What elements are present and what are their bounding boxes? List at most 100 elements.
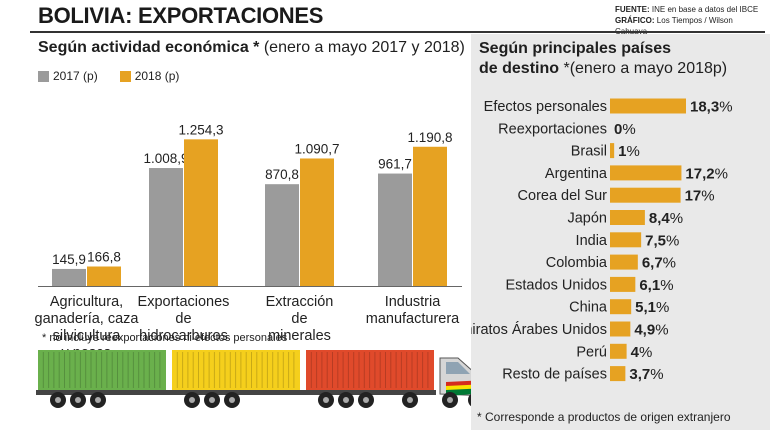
destination-footnote: * Corresponde a productos de origen extr…	[477, 410, 731, 424]
country-bar-9	[610, 299, 632, 315]
container-1	[172, 350, 300, 390]
legend-item-2018: 2018 (p)	[119, 69, 180, 83]
data-label-2018-2: 1.090,7	[294, 141, 339, 156]
country-label-6: India	[576, 233, 608, 249]
country-bar-3	[610, 165, 682, 181]
container-body-1	[172, 350, 300, 390]
activity-bar-chart: 145,9 166,8 Agricultura,ganadería, cazasil…	[35, 122, 462, 361]
activity-subtitle: Según actividad económica * (enero a may…	[38, 39, 465, 57]
country-label-1: Reexportaciones	[498, 121, 607, 137]
wheel-hub-7	[343, 397, 349, 403]
destination-subtitle-rest2: *(enero a mayo 2018p)	[559, 60, 728, 77]
country-value-7: 6,7%	[642, 255, 676, 272]
country-value-0: 18,3%	[690, 99, 733, 116]
category-label-0-0: Agricultura,	[50, 294, 123, 310]
wheel-hub-0	[55, 397, 61, 403]
data-label-2017-2: 870,8	[265, 167, 299, 182]
country-bar-10	[610, 321, 631, 337]
container-0	[38, 350, 166, 390]
destination-subtitle: Según principales países de destino *(en…	[479, 39, 769, 79]
wheel-hub-10	[447, 397, 453, 403]
country-value-5: 8,4%	[649, 210, 683, 227]
legend-item-2017: 2017 (p)	[38, 69, 98, 83]
country-value-10: 4,9%	[634, 322, 668, 339]
trailer-chassis	[36, 390, 436, 395]
country-value-11: 4%	[631, 344, 653, 361]
country-value-3: 17,2%	[685, 165, 728, 182]
activity-subtitle-rest: (enero a mayo 2017 y 2018)	[259, 39, 465, 56]
data-label-2017-3: 961,7	[378, 157, 412, 172]
source-label: FUENTE:	[615, 5, 650, 14]
legend-label-2018: 2018 (p)	[134, 69, 180, 83]
country-bar-5	[610, 210, 645, 225]
country-bar-4	[610, 187, 681, 203]
wheel-hub-6	[323, 397, 329, 403]
country-bar-11	[610, 343, 627, 359]
data-label-2018-1: 1.254,3	[178, 122, 223, 137]
country-bar-8	[610, 276, 636, 292]
graphic-label: GRÁFICO:	[615, 16, 655, 25]
bar-2018-2	[300, 158, 334, 286]
country-label-11: Perú	[576, 344, 607, 360]
data-label-2018-3: 1.190,8	[407, 130, 452, 145]
bar-2017-2	[265, 184, 299, 286]
category-label-0-2: silvicultura	[53, 328, 122, 344]
wheel-hub-1	[75, 397, 81, 403]
wheel-hub-8	[363, 397, 369, 403]
data-label-2018-0: 166,8	[87, 249, 121, 264]
destination-panel: Según principales países de destino *(en…	[471, 34, 770, 430]
bar-2017-1	[149, 168, 183, 286]
chart-legend: 2017 (p) 2018 (p)	[38, 69, 179, 83]
category-label-1-1: de	[175, 311, 191, 327]
bar-2018-1	[184, 139, 218, 286]
data-label-2017-1: 1.008,9	[143, 151, 188, 166]
container-2	[306, 350, 434, 390]
country-value-8: 6,1%	[639, 277, 673, 294]
country-label-10: Emiratos Árabes Unidos	[471, 321, 607, 338]
country-label-9: China	[569, 300, 608, 316]
wheel-hub-5	[229, 397, 235, 403]
country-value-6: 7,5%	[645, 232, 679, 249]
wheel-hub-2	[95, 397, 101, 403]
country-label-3: Argentina	[545, 166, 608, 182]
country-value-9: 5,1%	[635, 299, 669, 316]
container-body-2	[306, 350, 434, 390]
country-label-7: Colombia	[546, 255, 608, 271]
country-label-8: Estados Unidos	[505, 277, 607, 293]
country-bar-6	[610, 232, 642, 248]
bar-2017-0	[52, 268, 86, 286]
wheel-hub-4	[209, 397, 215, 403]
activity-subtitle-bold: Según actividad económica *	[38, 39, 260, 56]
activity-footnote: * no incluye reexportaciones ni efectos …	[42, 332, 288, 344]
country-value-1: 0%	[614, 121, 636, 138]
country-value-2: 1%	[618, 143, 640, 160]
country-label-5: Japón	[567, 211, 607, 227]
country-value-12: 3,7%	[629, 366, 663, 383]
country-bar-7	[610, 254, 638, 270]
legend-label-2017: 2017 (p)	[53, 69, 98, 83]
category-label-0-1: ganadería, caza	[35, 311, 140, 327]
destination-bar-chart: Efectos personales 18,3% Reexportaciones 0%…	[471, 98, 733, 383]
country-label-12: Resto de países	[502, 367, 607, 383]
bar-2017-3	[378, 173, 412, 286]
category-label-2-0: Extracción	[266, 294, 334, 310]
category-label-3-1: manufacturera	[366, 311, 460, 327]
bar-2018-3	[413, 146, 447, 286]
category-label-1-0: Exportaciones	[138, 294, 230, 310]
country-bar-0	[610, 98, 686, 114]
activity-panel: Según actividad económica * (enero a may…	[30, 34, 489, 430]
legend-swatch-2017	[38, 70, 49, 82]
category-label-2-2: minerales	[268, 328, 331, 344]
page-title: BOLIVIA: EXPORTACIONES	[38, 3, 324, 28]
container-body-0	[38, 350, 166, 390]
country-bar-12	[610, 366, 626, 382]
country-label-4: Corea del Sur	[518, 188, 608, 204]
country-label-2: Brasil	[571, 144, 607, 160]
bar-2018-0	[87, 266, 121, 286]
category-label-1-2: hidrocarburos	[139, 328, 228, 344]
source-text: INE en base a datos del IBCE	[651, 5, 759, 14]
category-label-2-1: de	[291, 311, 307, 327]
header-divider	[30, 31, 765, 33]
cab-window	[446, 362, 470, 374]
legend-swatch-2018	[119, 70, 131, 82]
